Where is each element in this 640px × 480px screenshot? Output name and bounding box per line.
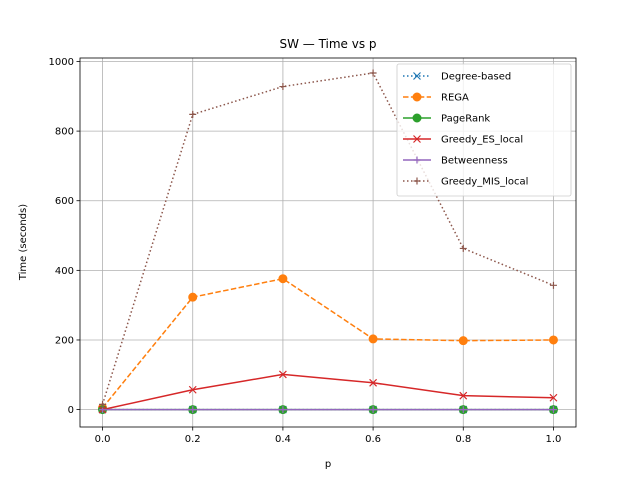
y-tick-label: 600 [55, 196, 74, 207]
x-tick-label: 0.8 [455, 434, 471, 445]
y-tick-label: 0 [68, 405, 74, 416]
data-point [369, 69, 377, 77]
legend: Degree-based REGA PageRank Greedy_ES_local B… [396, 63, 572, 197]
series-layer [98, 69, 558, 415]
x-tick-label: 0.4 [275, 434, 291, 445]
legend-item: PageRank [403, 113, 490, 125]
x-tick-label: 0.0 [95, 434, 111, 445]
y-tick-label: 400 [55, 266, 74, 277]
legend-label: Greedy_MIS_local [441, 177, 528, 188]
y-tick-label: 1000 [49, 57, 74, 68]
series-line [102, 373, 554, 411]
data-point [189, 406, 197, 414]
legend-label: Degree-based [441, 72, 511, 83]
x-axis-label: p [325, 459, 331, 470]
data-point [279, 83, 287, 91]
data-point [459, 391, 468, 400]
data-point [549, 281, 557, 289]
data-point [189, 110, 197, 118]
legend-item: Greedy_ES_local [403, 135, 523, 146]
legend-marker [413, 135, 421, 143]
series-Betweenness [99, 406, 557, 414]
data-point [188, 292, 198, 302]
data-point [99, 400, 107, 408]
data-point [459, 244, 467, 252]
data-point [278, 370, 287, 379]
data-point [368, 334, 378, 344]
y-axis-label: Time (seconds) [18, 204, 29, 281]
legend-label: Betweenness [441, 156, 508, 167]
data-point [278, 274, 288, 284]
data-point [548, 335, 558, 345]
x-axis-ticks: 0.0 0.2 0.4 0.6 0.8 1.0 [95, 427, 562, 445]
y-axis-ticks: 0 200 400 600 800 1000 [49, 57, 80, 416]
legend-item: Degree-based [403, 72, 511, 83]
legend-label: Greedy_ES_local [441, 135, 523, 146]
y-tick-label: 200 [55, 335, 74, 346]
data-point [188, 385, 197, 394]
legend-box [396, 63, 572, 197]
legend-marker [413, 72, 421, 80]
legend-item: REGA [403, 92, 469, 104]
x-tick-label: 0.2 [185, 434, 201, 445]
data-point [458, 336, 468, 346]
legend-marker [413, 156, 421, 164]
legend-marker [412, 92, 422, 102]
legend-label: PageRank [441, 114, 490, 125]
plot-frame [79, 57, 577, 428]
legend-label: REGA [441, 93, 469, 104]
data-point [549, 406, 557, 414]
legend-marker [412, 113, 422, 123]
chart-title: SW — Time vs p [279, 37, 376, 51]
y-tick-label: 800 [55, 127, 74, 138]
series-line [101, 72, 554, 405]
data-point [369, 406, 377, 414]
x-tick-label: 0.6 [365, 434, 381, 445]
data-point [549, 393, 558, 402]
data-point [459, 406, 467, 414]
legend-marker [413, 177, 421, 185]
series-line [101, 277, 554, 409]
x-tick-label: 1.0 [546, 434, 562, 445]
data-point [279, 406, 287, 414]
data-point [369, 378, 378, 387]
series-Greedy_MIS_local [99, 69, 557, 408]
legend-item: Betweenness [403, 156, 508, 167]
legend-item: Greedy_MIS_local [403, 177, 528, 188]
